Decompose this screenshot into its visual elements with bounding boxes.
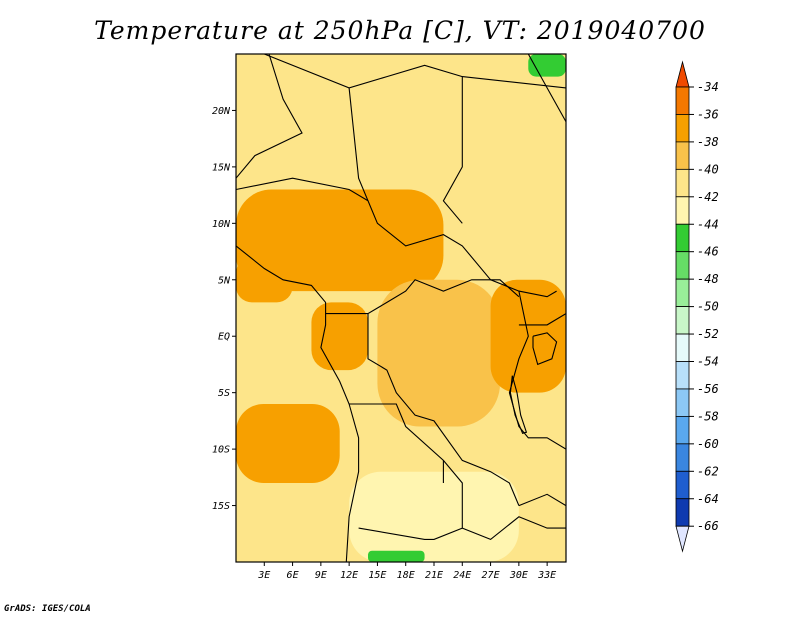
temperature-field xyxy=(236,54,566,562)
colorbar-segment xyxy=(675,361,690,390)
colorbar-segment xyxy=(675,223,690,253)
colorbar-top-arrow xyxy=(675,60,690,88)
field-region-2 xyxy=(311,302,368,371)
y-tick-label: 5S xyxy=(218,388,230,399)
colorbar-label: -52 xyxy=(697,327,719,341)
colorbar-segment xyxy=(675,168,690,198)
coastlines-borders xyxy=(236,54,566,562)
y-tick-label: 15S xyxy=(212,501,230,512)
colorbar-segment xyxy=(675,415,690,445)
x-tick-label: 9E xyxy=(315,570,327,581)
y-tick-label: 15N xyxy=(212,162,231,173)
colorbar-label: -60 xyxy=(697,437,719,451)
boundary-line-15 xyxy=(509,375,528,434)
credit-label: GrADS: IGES/COLA xyxy=(4,604,91,614)
colorbar-segment xyxy=(675,114,690,143)
colorbar-label: -44 xyxy=(697,217,719,231)
field-region-3 xyxy=(236,403,340,483)
boundary-line-2 xyxy=(264,54,463,224)
boundary-line-11 xyxy=(518,493,566,507)
colorbar-segment xyxy=(675,141,690,170)
boundary-line-12 xyxy=(462,516,566,541)
y-tick-label: 10S xyxy=(212,445,230,456)
boundary-line-8 xyxy=(349,403,463,540)
colorbar-label: -48 xyxy=(697,272,719,286)
x-tick-label: 27E xyxy=(482,570,500,581)
x-tick-label: 33E xyxy=(537,570,556,581)
colorbar-segment xyxy=(675,333,690,362)
colorbar-label: -64 xyxy=(697,492,719,506)
colorbar-label: -36 xyxy=(697,107,719,121)
boundary-line-3 xyxy=(236,177,557,298)
colorbar-label: -42 xyxy=(697,190,719,204)
colorbar-segment xyxy=(675,86,690,115)
colorbar-label: -56 xyxy=(697,382,719,396)
boundary-line-14 xyxy=(532,332,558,366)
colorbar-bottom-arrow xyxy=(675,525,690,553)
x-tick-label: 21E xyxy=(425,570,443,581)
colorbar-segment xyxy=(675,251,690,280)
y-tick-label: EQ xyxy=(218,332,230,343)
boundary-line-0 xyxy=(236,54,360,562)
x-tick-label: 12E xyxy=(340,570,358,581)
colorbar-label: -50 xyxy=(697,300,719,314)
boundary-line-6 xyxy=(325,279,520,315)
colorbar-segment xyxy=(675,388,690,417)
x-tick-label: 3E xyxy=(257,570,270,581)
boundary-line-1 xyxy=(527,54,566,122)
field-region-1 xyxy=(236,257,293,303)
x-tick-label: 15E xyxy=(368,570,386,581)
colorbar-segment xyxy=(675,278,690,307)
colorbar: -34 -36 -38 -40 -42 -44 -46 -48 -50 -52 -54 -56 -58 -… xyxy=(675,60,719,553)
field-region-4 xyxy=(377,279,500,427)
colorbar-segment xyxy=(675,470,690,500)
colorbar-label: -54 xyxy=(697,355,719,369)
field-region-9 xyxy=(368,550,425,562)
boundary-line-4 xyxy=(348,87,369,202)
colorbar-label: -58 xyxy=(697,409,719,423)
y-tick-label: 20N xyxy=(212,106,231,117)
colorbar-label: -62 xyxy=(697,464,719,478)
map-frame xyxy=(235,53,567,563)
y-axis: 20N 15N 10N 5N EQ 5S 10S 15S xyxy=(212,106,236,512)
colorbar-label: -38 xyxy=(697,135,719,149)
chart-title: Temperature at 250hPa [C], VT: 201904070… xyxy=(94,16,706,45)
boundary-line-7 xyxy=(367,313,520,506)
colorbar-label: -34 xyxy=(697,80,719,94)
x-tick-label: 24E xyxy=(453,570,471,581)
colorbar-label: -46 xyxy=(697,245,719,259)
boundary-line-5 xyxy=(462,76,566,89)
boundary-line-13 xyxy=(518,313,566,326)
field-region-6 xyxy=(236,54,566,190)
colorbar-segment xyxy=(675,498,690,527)
x-tick-label: 30E xyxy=(509,570,528,581)
x-tick-label: 18E xyxy=(397,570,415,581)
y-tick-label: 10N xyxy=(212,219,231,230)
y-tick-label: 5N xyxy=(218,275,231,286)
colorbar-label: -66 xyxy=(697,519,719,533)
colorbar-segment xyxy=(675,196,690,225)
x-tick-label: 6E xyxy=(287,570,299,581)
field-region-7 xyxy=(349,471,519,562)
colorbar-segment xyxy=(675,443,690,472)
colorbar-segment xyxy=(675,306,690,335)
x-axis: 3E 6E 9E 12E 15E 18E 21E 24E 27E 30E 33E xyxy=(257,562,556,581)
colorbar-label: -40 xyxy=(697,162,719,176)
